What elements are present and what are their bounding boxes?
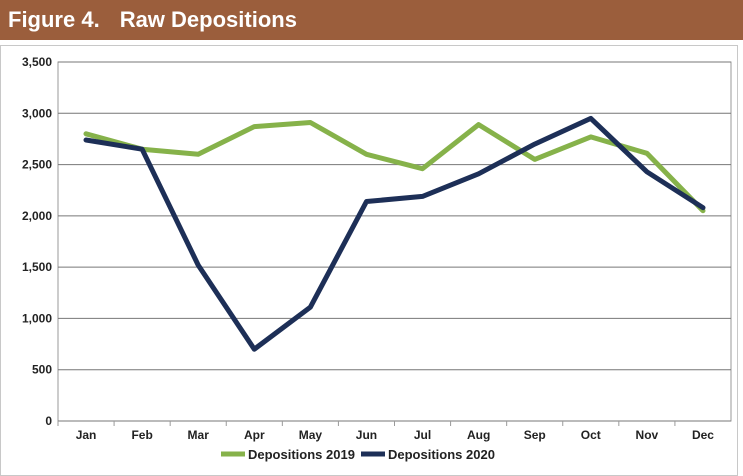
data-point: [141, 148, 143, 150]
data-point: [590, 117, 592, 119]
data-point: [365, 200, 367, 202]
x-tick-label: Jul: [414, 428, 431, 442]
x-tick-label: Apr: [244, 428, 265, 442]
x-tick-label: Aug: [467, 428, 490, 442]
data-point: [197, 153, 199, 155]
x-tick-label: Jun: [356, 428, 377, 442]
data-point: [534, 143, 536, 145]
data-point: [309, 306, 311, 308]
x-tick-label: Nov: [636, 428, 659, 442]
data-point: [646, 171, 648, 173]
line-chart: 0 500 1,000 1,500 2,000 2,500 3,000 3,500 Jan Feb…: [22, 55, 732, 462]
plot-area: [57, 61, 732, 422]
y-tick-label: 2,500: [22, 158, 52, 172]
data-point: [534, 158, 536, 160]
x-tick-label: Jan: [76, 428, 97, 442]
data-point: [197, 264, 199, 266]
data-point: [253, 348, 255, 350]
figure-title: Raw Depositions: [119, 7, 297, 32]
data-point: [702, 207, 704, 209]
x-tick-label: May: [299, 428, 323, 442]
data-point: [85, 139, 87, 141]
y-tick-label: 0: [45, 414, 52, 428]
data-point: [478, 173, 480, 175]
data-point: [422, 195, 424, 197]
x-tick-label: Oct: [581, 428, 601, 442]
data-point: [365, 153, 367, 155]
data-point: [590, 136, 592, 138]
figure-number: Figure 4.: [8, 7, 100, 32]
legend-label: Depositions 2019: [248, 447, 355, 462]
x-tick-label: Dec: [692, 428, 714, 442]
data-point: [253, 126, 255, 128]
y-tick-label: 3,500: [22, 55, 52, 69]
y-tick-label: 3,000: [22, 106, 52, 120]
data-point: [309, 122, 311, 124]
series-line-2020: [83, 115, 706, 352]
data-point: [702, 210, 704, 212]
series-line-2019: [83, 120, 706, 214]
data-point: [646, 152, 648, 154]
y-tick-label: 500: [32, 363, 52, 377]
x-tick-label: Mar: [188, 428, 210, 442]
legend-label: Depositions 2020: [388, 447, 495, 462]
data-point: [85, 133, 87, 135]
chart-panel: 0 500 1,000 1,500 2,000 2,500 3,000 3,500 Jan Feb…: [0, 45, 738, 476]
y-tick-label: 1,000: [22, 311, 52, 325]
y-tick-label: 1,500: [22, 260, 52, 274]
y-tick-label: 2,000: [22, 209, 52, 223]
data-point: [478, 124, 480, 126]
x-tick-label: Feb: [131, 428, 152, 442]
x-tick-label: Sep: [524, 428, 546, 442]
figure-title-bar: Figure 4. Raw Depositions: [0, 0, 743, 40]
data-point: [422, 168, 424, 170]
